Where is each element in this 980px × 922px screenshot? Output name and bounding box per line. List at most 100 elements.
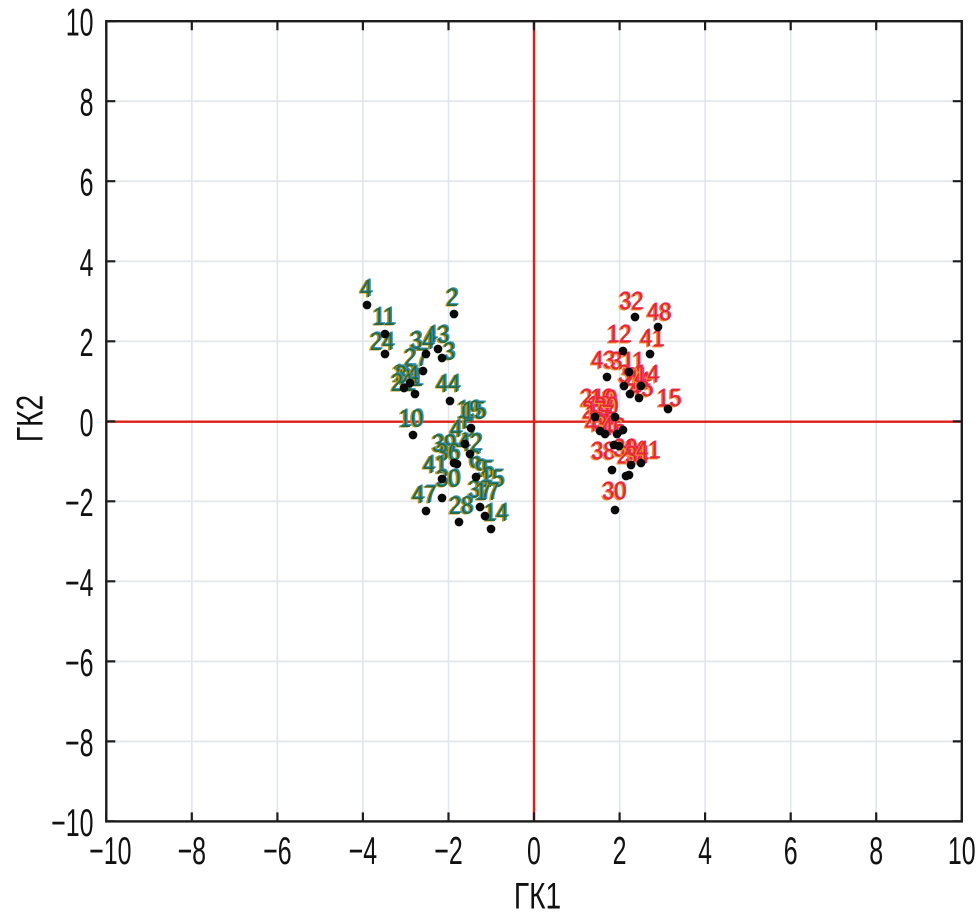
svg-text:44: 44 [436,370,460,397]
svg-text:43: 43 [426,320,450,347]
svg-text:47: 47 [413,480,437,507]
svg-text:2: 2 [444,284,456,311]
svg-text:9: 9 [603,386,615,413]
svg-text:10: 10 [397,405,421,432]
svg-text:28: 28 [450,491,474,518]
svg-text:ГК1: ГК1 [514,875,561,917]
svg-text:30: 30 [600,478,624,505]
svg-text:30: 30 [603,477,627,504]
svg-text:2: 2 [446,284,458,311]
svg-text:10: 10 [399,405,423,432]
svg-text:−10: −10 [51,800,93,844]
svg-text:39: 39 [432,430,456,457]
svg-text:0: 0 [527,828,541,872]
svg-text:47: 47 [410,481,434,508]
svg-text:15: 15 [463,396,487,423]
svg-text:34: 34 [411,326,435,353]
svg-text:3: 3 [444,337,456,364]
svg-text:9: 9 [605,386,617,413]
svg-text:30: 30 [602,478,626,505]
svg-text:32: 32 [619,288,643,315]
svg-text:47: 47 [412,481,436,508]
svg-text:7: 7 [600,401,612,428]
svg-text:28: 28 [449,492,473,519]
svg-text:17: 17 [476,477,500,504]
svg-text:41: 41 [637,436,661,463]
svg-text:14: 14 [485,498,509,525]
svg-text:14: 14 [484,499,508,526]
svg-text:15: 15 [460,397,484,424]
svg-text:19: 19 [590,385,614,412]
svg-text:5: 5 [483,455,495,482]
svg-text:2: 2 [613,828,627,872]
svg-text:10: 10 [66,0,94,44]
svg-text:4: 4 [360,275,372,302]
svg-text:11: 11 [623,347,646,374]
svg-text:17: 17 [475,478,499,505]
svg-text:4: 4 [361,274,373,301]
svg-text:−10: −10 [89,828,131,872]
svg-text:4: 4 [698,828,712,872]
svg-text:17: 17 [473,478,497,505]
svg-text:37: 37 [466,476,490,503]
svg-text:7: 7 [603,400,615,427]
svg-text:11: 11 [371,303,394,330]
svg-text:34: 34 [408,327,432,354]
svg-text:18: 18 [586,400,610,427]
svg-text:−6: −6 [263,828,291,872]
svg-text:41: 41 [423,451,447,478]
svg-text:43: 43 [425,321,449,348]
svg-text:41: 41 [421,451,445,478]
svg-text:8: 8 [80,80,94,124]
svg-text:19: 19 [458,395,482,422]
svg-text:10: 10 [588,391,612,418]
svg-text:−6: −6 [65,640,93,684]
svg-text:15: 15 [480,465,504,492]
svg-text:43: 43 [592,346,616,373]
svg-text:ГК2: ГК2 [9,395,51,442]
svg-text:15: 15 [481,464,505,491]
svg-text:11: 11 [374,302,397,329]
svg-text:19: 19 [591,384,615,411]
svg-text:0: 0 [80,400,94,444]
svg-text:28: 28 [447,492,471,519]
svg-text:2: 2 [447,283,459,310]
svg-text:44: 44 [437,369,461,396]
svg-text:12: 12 [605,321,629,348]
svg-text:48: 48 [648,298,672,325]
svg-text:41: 41 [424,450,448,477]
svg-text:−8: −8 [65,720,93,764]
svg-text:15: 15 [462,397,486,424]
svg-text:38: 38 [589,438,613,465]
svg-text:19: 19 [588,385,612,412]
svg-text:19: 19 [455,396,479,423]
svg-text:9: 9 [606,385,618,412]
svg-text:−4: −4 [349,828,377,872]
svg-text:15: 15 [478,465,502,492]
svg-text:48: 48 [647,299,671,326]
svg-text:8: 8 [869,828,883,872]
svg-text:5: 5 [480,456,492,483]
svg-text:32: 32 [617,288,641,315]
svg-text:11: 11 [620,348,643,375]
svg-text:−2: −2 [434,828,462,872]
svg-text:10: 10 [948,828,976,872]
svg-text:39: 39 [433,429,457,456]
svg-text:12: 12 [607,321,631,348]
svg-text:6: 6 [80,160,94,204]
svg-text:37: 37 [468,476,492,503]
svg-text:6: 6 [784,828,798,872]
svg-text:10: 10 [587,392,611,419]
svg-text:21: 21 [581,384,605,411]
svg-text:11: 11 [373,303,396,330]
svg-text:43: 43 [423,321,447,348]
svg-text:−8: −8 [178,828,206,872]
svg-text:21: 21 [580,385,604,412]
svg-text:10: 10 [400,404,424,431]
svg-text:−4: −4 [65,560,93,604]
svg-text:44: 44 [622,436,646,463]
svg-text:43: 43 [591,347,615,374]
svg-text:4: 4 [358,275,370,302]
svg-text:4: 4 [80,240,94,284]
svg-text:32: 32 [620,287,644,314]
